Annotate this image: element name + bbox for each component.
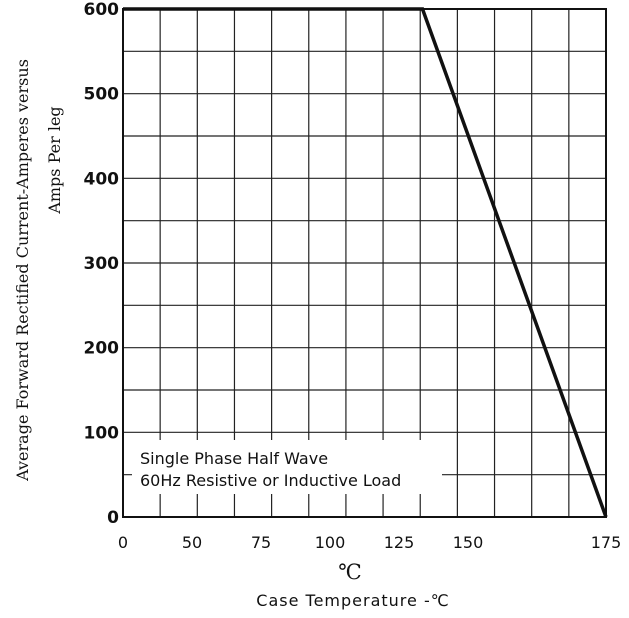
y-tick-label: 100 bbox=[84, 423, 120, 443]
x-tick-label: 0 bbox=[118, 533, 128, 552]
y-tick-label: 200 bbox=[84, 339, 120, 359]
x-tick-label: 75 bbox=[251, 533, 271, 552]
annotation-line-2: 60Hz Resistive or Inductive Load bbox=[140, 471, 401, 490]
y-tick-label: 0 bbox=[107, 508, 119, 528]
x-tick-label: 150 bbox=[453, 533, 484, 552]
annotation-line-1: Single Phase Half Wave bbox=[140, 449, 328, 468]
x-tick-label: 100 bbox=[315, 533, 346, 552]
series-layer bbox=[123, 7, 608, 518]
x-axis-label: Case Temperature -℃ bbox=[256, 591, 449, 610]
series-line bbox=[123, 7, 608, 518]
annotation-box: Single Phase Half Wave 60Hz Resistive or… bbox=[132, 440, 442, 494]
y-tick-labels: 0 100 200 300 400 500 600 bbox=[84, 0, 120, 528]
annotation-background bbox=[132, 440, 442, 494]
x-axis-unit: ℃ bbox=[338, 560, 362, 584]
y-tick-label: 600 bbox=[84, 0, 120, 20]
y-tick-label: 300 bbox=[84, 254, 120, 274]
y-axis-label-line-1: Average Forward Rectified Current-Ampere… bbox=[13, 59, 32, 482]
x-tick-label: 175 bbox=[591, 533, 622, 552]
y-axis-label-line-2: Amps Per leg bbox=[45, 106, 64, 214]
y-tick-label: 400 bbox=[84, 169, 120, 189]
x-tick-label: 125 bbox=[384, 533, 415, 552]
y-tick-label: 500 bbox=[84, 85, 120, 105]
x-tick-labels: 0 50 75 100 125 150 175 bbox=[118, 533, 621, 552]
x-tick-label: 50 bbox=[182, 533, 202, 552]
